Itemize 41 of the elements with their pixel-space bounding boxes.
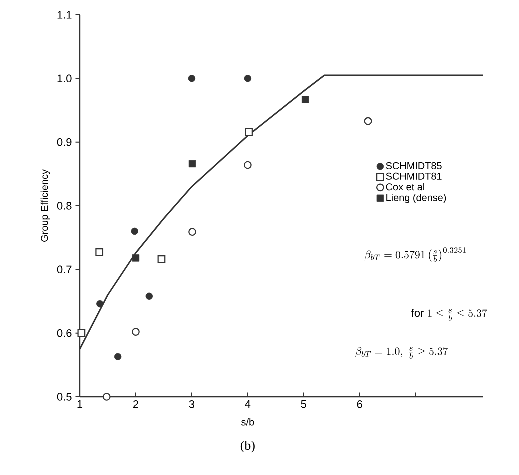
legend-label: SCHMIDT85 <box>386 162 442 170</box>
point <box>244 161 252 170</box>
point <box>102 393 111 401</box>
y-tick-label: 0.5 <box>57 393 72 401</box>
point <box>244 75 252 82</box>
x-tick-label: 5 <box>301 400 306 408</box>
y-axis-title: Group Efficiency <box>40 170 50 242</box>
y-tick-label: 0.9 <box>57 138 72 146</box>
point <box>188 228 196 236</box>
point <box>245 128 253 136</box>
point <box>188 75 196 82</box>
x-tick-label: 3 <box>189 400 195 408</box>
legend-label: SCHMIDT81 <box>386 172 442 180</box>
x-tick-label: 1 <box>78 400 83 408</box>
point <box>114 353 122 360</box>
point <box>131 228 138 236</box>
y-tick-label: 0.7 <box>57 266 72 274</box>
x-tick-label: 6 <box>357 400 362 408</box>
point <box>188 160 196 168</box>
x-tick-label: 4 <box>245 400 251 408</box>
point <box>132 254 140 262</box>
point <box>78 329 86 338</box>
y-tick-label: 0.8 <box>57 202 72 210</box>
legend-label: Cox et al <box>386 183 424 191</box>
point <box>132 328 140 336</box>
y-tick-label: 0.6 <box>57 329 72 338</box>
text: (b) <box>240 440 255 453</box>
point <box>364 117 372 126</box>
annotation: $\beta_{bT} = 0.5791\left(\frac{s}{b}\right)^{0.3251}$ <box>364 248 466 262</box>
x-axis-title: s/b <box>242 418 254 426</box>
point <box>96 300 104 308</box>
annotation: $\beta_{bT} = 1.0,\ \frac{s}{b} \ge 5.37$ <box>356 347 448 359</box>
annotation: $\mathrm{for}\ 1 \le \frac{s}{b} \le 5.37$ <box>412 309 488 321</box>
y-tick-label: 1.1 <box>58 11 72 19</box>
legend-label: Lieng (dense) <box>386 194 446 204</box>
y-tick-label: 1.0 <box>58 74 72 83</box>
point <box>96 248 104 256</box>
point <box>302 96 310 104</box>
point <box>146 292 153 300</box>
point <box>158 256 166 264</box>
x-tick-label: 2 <box>133 400 138 408</box>
